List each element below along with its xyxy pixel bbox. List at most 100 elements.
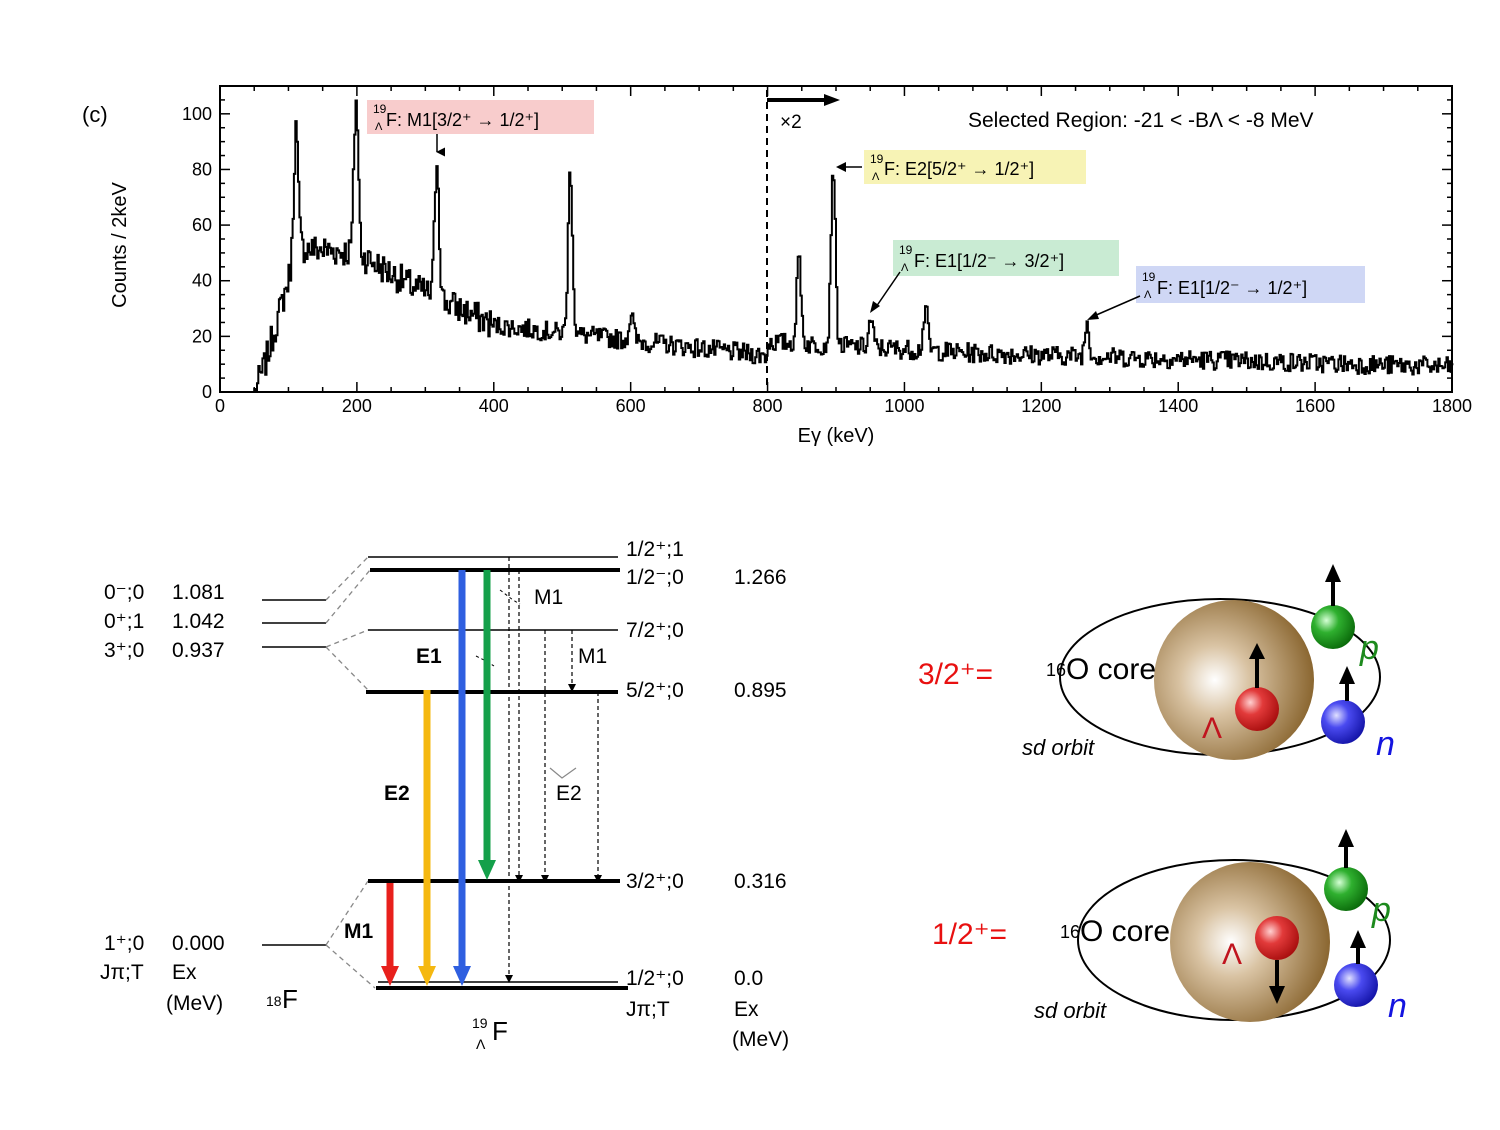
- transition-label-e2-left: E2: [384, 782, 410, 805]
- lambda-label: Λ: [1202, 712, 1222, 745]
- weak-transition-heads: [505, 684, 602, 983]
- lambda-spin-head: [1249, 643, 1265, 659]
- x-tick-label: 1200: [1021, 396, 1061, 416]
- y-tick-label: 60: [192, 215, 212, 235]
- scale-label: ×2: [780, 112, 802, 133]
- f19-level-ex: 0.895: [734, 679, 787, 702]
- annotation-box: [864, 150, 1086, 184]
- plot-frame: [219, 85, 1453, 393]
- transition-label-m1-mid: M1: [578, 645, 607, 668]
- orbit-label: sd orbit: [1022, 735, 1095, 760]
- neutron-ball: [1321, 700, 1365, 744]
- annotation-text: F: E1[1/2⁻ → 3/2⁺]: [914, 251, 1064, 271]
- y-tick-label: 20: [192, 326, 212, 346]
- annotation-arrow: [875, 271, 901, 308]
- nucleus-mass: 19: [1142, 270, 1156, 284]
- x-tick-label: 200: [342, 396, 372, 416]
- core-mass: 16: [1046, 660, 1066, 680]
- transition-label-m1-top: M1: [534, 586, 563, 609]
- f19-col-ex: Ex: [734, 998, 759, 1021]
- transition-label-e1: E1: [416, 645, 442, 668]
- x-tick-label: 600: [616, 396, 646, 416]
- annotation-text: F: E2[5/2⁺ → 1/2⁺]: [884, 159, 1034, 179]
- annotation-arrow: [1093, 295, 1141, 317]
- state-label: 1/2⁺=: [932, 918, 1007, 951]
- annotation-arrow-head: [1087, 311, 1099, 320]
- proton-spin-head: [1338, 829, 1354, 847]
- x-tick-label: 1600: [1295, 396, 1335, 416]
- e1-green-transition-head: [478, 860, 496, 880]
- y-tick-label: 100: [182, 104, 212, 124]
- f19-level-ex: 1.266: [734, 566, 787, 589]
- panel-label: (c): [82, 102, 108, 127]
- f19-symbol: F: [492, 1016, 508, 1046]
- doublet-connectors: [325, 556, 376, 989]
- o16-core-sphere: [1170, 862, 1330, 1022]
- state-picture-bottom: 1/2⁺= 16 O core sd orbit Λ p n: [932, 829, 1407, 1025]
- proton-ball: [1324, 867, 1368, 911]
- f19-level-ex: 0.0: [734, 967, 763, 990]
- spectrum-histogram: [253, 99, 1454, 393]
- y-tick-label: 40: [192, 271, 212, 291]
- e2-leader: [549, 767, 577, 779]
- annotation-e1-a: 19 Λ F: E1[1/2⁻ → 3/2⁺]: [870, 240, 1119, 313]
- f19-col-jpt: Jπ;T: [626, 998, 670, 1021]
- neutron-spin-head: [1350, 930, 1366, 948]
- neutron-ball: [1334, 963, 1378, 1007]
- x-tick-label: 1800: [1432, 396, 1472, 416]
- annotation-e2: 19 Λ F: E2[5/2⁺ → 1/2⁺]: [836, 150, 1086, 184]
- f18-level-ex: 1.042: [172, 610, 225, 633]
- proton-spin-head: [1325, 564, 1341, 582]
- f19-level-jpt: 5/2⁺;0: [626, 679, 684, 702]
- x-tick-label: 0: [215, 396, 225, 416]
- e1-blue-transition-head: [453, 966, 471, 986]
- weak-transitions: [508, 557, 599, 975]
- annotation-arrow-head: [870, 301, 880, 313]
- f19-level-jpt: 1/2⁺;1: [626, 538, 684, 561]
- scale-arrow-head: [824, 94, 840, 106]
- proton-label: p: [1371, 891, 1391, 929]
- proton-ball: [1311, 605, 1355, 649]
- annotation-text: F: E1[1/2⁻ → 1/2⁺]: [1157, 278, 1307, 298]
- annotation-box: [893, 240, 1119, 276]
- x-tick-label: 400: [479, 396, 509, 416]
- annotation-arrow-head: [836, 162, 846, 172]
- level-scheme: 0⁻;0 1.081 0⁺;1 1.042 3⁺;0 0.937 1⁺;0 0.…: [100, 538, 789, 1052]
- f19-level-jpt: 1/2⁺;0: [626, 967, 684, 990]
- region-label: Selected Region: -21 < -BΛ < -8 MeV: [968, 109, 1314, 132]
- f18-level-jpt: 0⁺;1: [104, 610, 144, 633]
- nucleus-lambda: Λ: [375, 121, 383, 133]
- nucleus-mass: 19: [870, 152, 884, 166]
- transition-label-m1-bottom: M1: [344, 920, 373, 943]
- f18-col-ex: Ex: [172, 961, 197, 984]
- lambda-ball: [1255, 916, 1299, 960]
- state-label: 3/2⁺=: [918, 658, 993, 691]
- x-tick-label: 1000: [884, 396, 924, 416]
- f19-col-unit: (MeV): [732, 1028, 789, 1051]
- e1-leader: [475, 655, 495, 667]
- x-tick-label: 1400: [1158, 396, 1198, 416]
- neutron-label: n: [1388, 987, 1407, 1025]
- o16-core-sphere: [1154, 600, 1314, 760]
- f18-col-unit: (MeV): [166, 992, 223, 1015]
- y-tick-label: 80: [192, 159, 212, 179]
- annotation-text: F: M1[3/2⁺ → 1/2⁺]: [386, 110, 539, 130]
- spectrum-plot: (c) Counts / 2keV Eγ (keV) 0 200 400 600 800…: [82, 85, 1472, 447]
- m1-transition-head: [381, 966, 399, 986]
- f18-level-jpt: 3⁺;0: [104, 639, 144, 662]
- f19-mass: 19: [472, 1015, 488, 1031]
- state-picture-top: 3/2⁺= 16 O core sd orbit Λ p n: [918, 564, 1395, 763]
- f18-level-ex: 0.937: [172, 639, 225, 662]
- f18-mass: 18: [266, 993, 282, 1009]
- lambda-spin-head: [1269, 986, 1285, 1004]
- f19-level-jpt: 7/2⁺;0: [626, 619, 684, 642]
- f18-level-jpt: 1⁺;0: [104, 932, 144, 955]
- orbit-label: sd orbit: [1034, 998, 1107, 1023]
- nucleus-mass: 19: [373, 102, 387, 116]
- f18-col-jpt: Jπ;T: [100, 961, 144, 984]
- f18-level-jpt: 0⁻;0: [104, 581, 144, 604]
- annotation-box: [367, 100, 594, 134]
- nucleus-lambda: Λ: [872, 171, 880, 183]
